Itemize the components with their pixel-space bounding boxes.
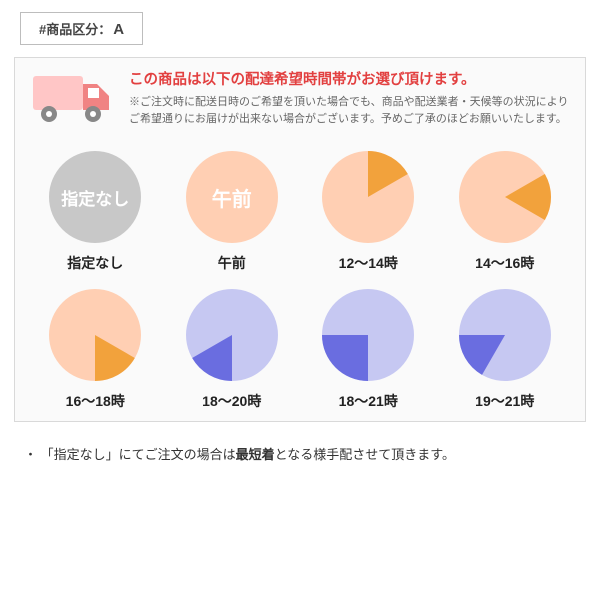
header-text: この商品は以下の配達希望時間帯がお選び頂けます。 ※ご注文時に配送日時のご希望を… (129, 70, 569, 128)
time-slot-pie (457, 149, 553, 245)
time-slot-caption: 19～21時 (475, 391, 534, 411)
time-slot-grid: 指定なし指定なし午前午前12～14時14～16時16～18時18～20時18～2… (31, 149, 569, 411)
time-slot-caption: 指定なし (67, 253, 123, 273)
time-slot: 19～21時 (457, 287, 553, 411)
time-slot: 12～14時 (320, 149, 416, 273)
footnote: ・ 「指定なし」にてご注文の場合は最短着となる様手配させて頂きます。 (24, 444, 600, 463)
footnote-pre: ・ 「指定なし」にてご注文の場合は (24, 447, 236, 462)
time-slot-pie (320, 287, 416, 383)
time-slot-pie (47, 287, 143, 383)
pie-inner-label: 午前 (184, 149, 280, 245)
time-slot: 18～21時 (320, 287, 416, 411)
time-slot-caption: 16～18時 (66, 391, 125, 411)
panel-header: この商品は以下の配達希望時間帯がお選び頂けます。 ※ご注文時に配送日時のご希望を… (31, 70, 569, 133)
time-slot: 18～20時 (184, 287, 280, 411)
footnote-post: となる様手配させて頂きます。 (275, 447, 455, 462)
footnote-strong: 最短着 (236, 447, 275, 462)
time-slot: 指定なし指定なし (47, 149, 143, 273)
time-slot-pie (320, 149, 416, 245)
time-slot-caption: 18～20時 (202, 391, 261, 411)
headline: この商品は以下の配達希望時間帯がお選び頂けます。 (129, 70, 569, 90)
time-slot: 午前午前 (184, 149, 280, 273)
time-slot: 14～16時 (457, 149, 553, 273)
time-slot: 16～18時 (47, 287, 143, 411)
truck-icon (31, 70, 115, 133)
delivery-time-panel: この商品は以下の配達希望時間帯がお選び頂けます。 ※ご注文時に配送日時のご希望を… (14, 57, 586, 422)
tag-prefix: #商品区分： (39, 22, 111, 37)
product-category-tag: #商品区分：A (20, 12, 143, 45)
header-note: ※ご注文時に配送日時のご希望を頂いた場合でも、商品や配送業者・天候等の状況により… (129, 94, 569, 128)
tag-letter: A (113, 21, 124, 38)
time-slot-caption: 12～14時 (339, 253, 398, 273)
time-slot-pie: 午前 (184, 149, 280, 245)
time-slot-pie: 指定なし (47, 149, 143, 245)
time-slot-caption: 午前 (218, 253, 246, 273)
time-slot-caption: 14～16時 (475, 253, 534, 273)
time-slot-pie (184, 287, 280, 383)
pie-inner-label: 指定なし (47, 149, 143, 245)
time-slot-pie (457, 287, 553, 383)
time-slot-caption: 18～21時 (339, 391, 398, 411)
